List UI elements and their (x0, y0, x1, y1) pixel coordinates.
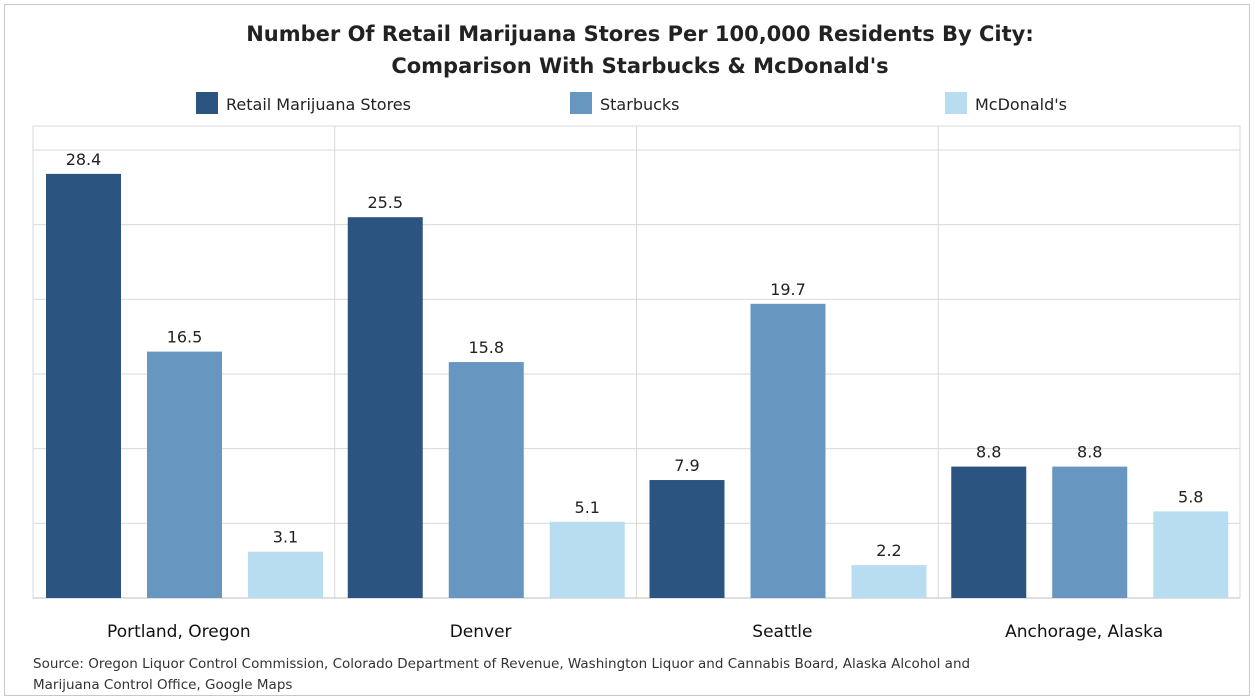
data-label: 8.8 (1077, 443, 1102, 462)
category-label-anchorage-alaska: Anchorage, Alaska (1005, 622, 1163, 642)
legend-label: Starbucks (600, 95, 680, 114)
data-label: 19.7 (770, 280, 806, 299)
legend-swatch (945, 92, 967, 114)
data-label: 8.8 (976, 443, 1001, 462)
legend-item-starbucks: Starbucks (570, 92, 680, 114)
bar-mcdonald-s-seattle (851, 565, 927, 598)
data-label: 3.1 (273, 528, 298, 547)
data-label: 25.5 (367, 193, 403, 212)
data-label: 16.5 (167, 328, 203, 347)
chart-subtitle: Comparison With Starbucks & McDonald's (391, 54, 888, 78)
bar-starbucks-denver (448, 362, 524, 598)
bar-retail-marijuana-stores-portland-oregon (46, 173, 121, 599)
bar-retail-marijuana-stores-anchorage-alaska (951, 466, 1027, 598)
bar-mcdonald-s-anchorage-alaska (1153, 511, 1229, 598)
data-label: 28.4 (66, 150, 102, 169)
gridlines (32, 125, 1241, 599)
data-label: 15.8 (468, 338, 504, 357)
legend-item-mcdonald-s: McDonald's (945, 92, 1067, 114)
category-label-denver: Denver (450, 622, 512, 642)
bar-mcdonald-s-denver (549, 521, 625, 598)
legend-label: Retail Marijuana Stores (226, 95, 411, 114)
legend-swatch (570, 92, 592, 114)
category-label-portland-oregon: Portland, Oregon (107, 622, 251, 642)
legend-swatch (196, 92, 218, 114)
bar-mcdonald-s-portland-oregon (248, 551, 323, 598)
category-label-seattle: Seattle (752, 622, 812, 642)
data-label: 5.1 (575, 498, 600, 517)
bar-starbucks-anchorage-alaska (1052, 466, 1128, 598)
data-label: 2.2 (876, 541, 901, 560)
bar-starbucks-seattle (750, 303, 826, 598)
chart-title: Number Of Retail Marijuana Stores Per 10… (246, 22, 1034, 46)
legend-label: McDonald's (975, 95, 1067, 114)
legend: Retail Marijuana Stores Starbucks McDonald… (196, 92, 1067, 114)
value-labels: 28.4 16.5 3.1 25.5 15.8 5.1 7.9 19.7 2.2 8.8 8.8 5.… (66, 150, 1204, 560)
legend-item-retail-marijuana-stores: Retail Marijuana Stores (196, 92, 411, 114)
source-note-line-1: Source: Oregon Liquor Control Commission… (33, 656, 970, 672)
data-label: 5.8 (1178, 487, 1203, 506)
bar-retail-marijuana-stores-seattle (649, 480, 725, 598)
bars-group (46, 173, 1229, 599)
source-note-line-2: Marijuana Control Office, Google Maps (33, 677, 292, 693)
bar-starbucks-portland-oregon (147, 351, 222, 598)
bar-retail-marijuana-stores-denver (347, 217, 423, 598)
data-label: 7.9 (674, 456, 699, 475)
category-labels: Portland, Oregon Denver Seattle Anchorage, … (107, 622, 1163, 642)
